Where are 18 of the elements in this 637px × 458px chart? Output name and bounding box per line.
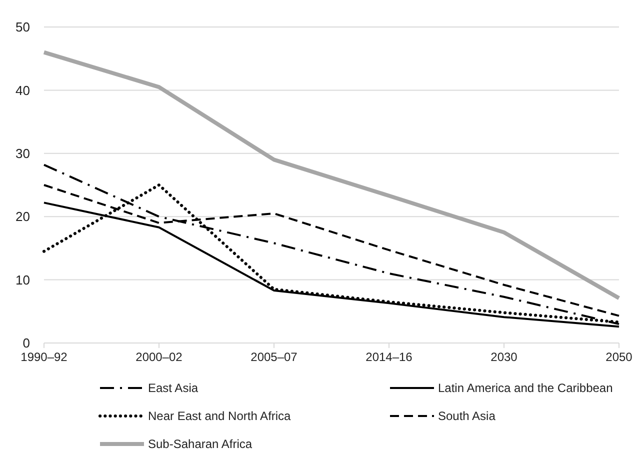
x-tick-label: 2000–02 [136,350,183,364]
line-series [42,50,621,300]
y-tick-label: 40 [16,82,30,98]
x-tick-label: 2005–07 [250,350,298,364]
x-tick-label: 1990–92 [20,350,68,364]
legend-label: Sub-Saharan Africa [148,437,252,452]
legend-label: East Asia [148,381,198,396]
y-tick-label: 50 [16,20,30,35]
y-tick-label: 30 [16,146,30,161]
x-tick-label: 2014–16 [366,350,413,364]
legend-label: Latin America and the Caribbean [438,381,613,396]
y-tick-label: 20 [16,209,30,224]
y-tick-label: 10 [16,272,30,288]
legend-label: South Asia [438,409,496,424]
legend-label: Near East and North Africa [148,409,292,424]
x-tick-label: 2050 [606,350,633,364]
y-tick-label: 0 [22,336,30,351]
x-tick-label: 2030 [490,350,518,364]
